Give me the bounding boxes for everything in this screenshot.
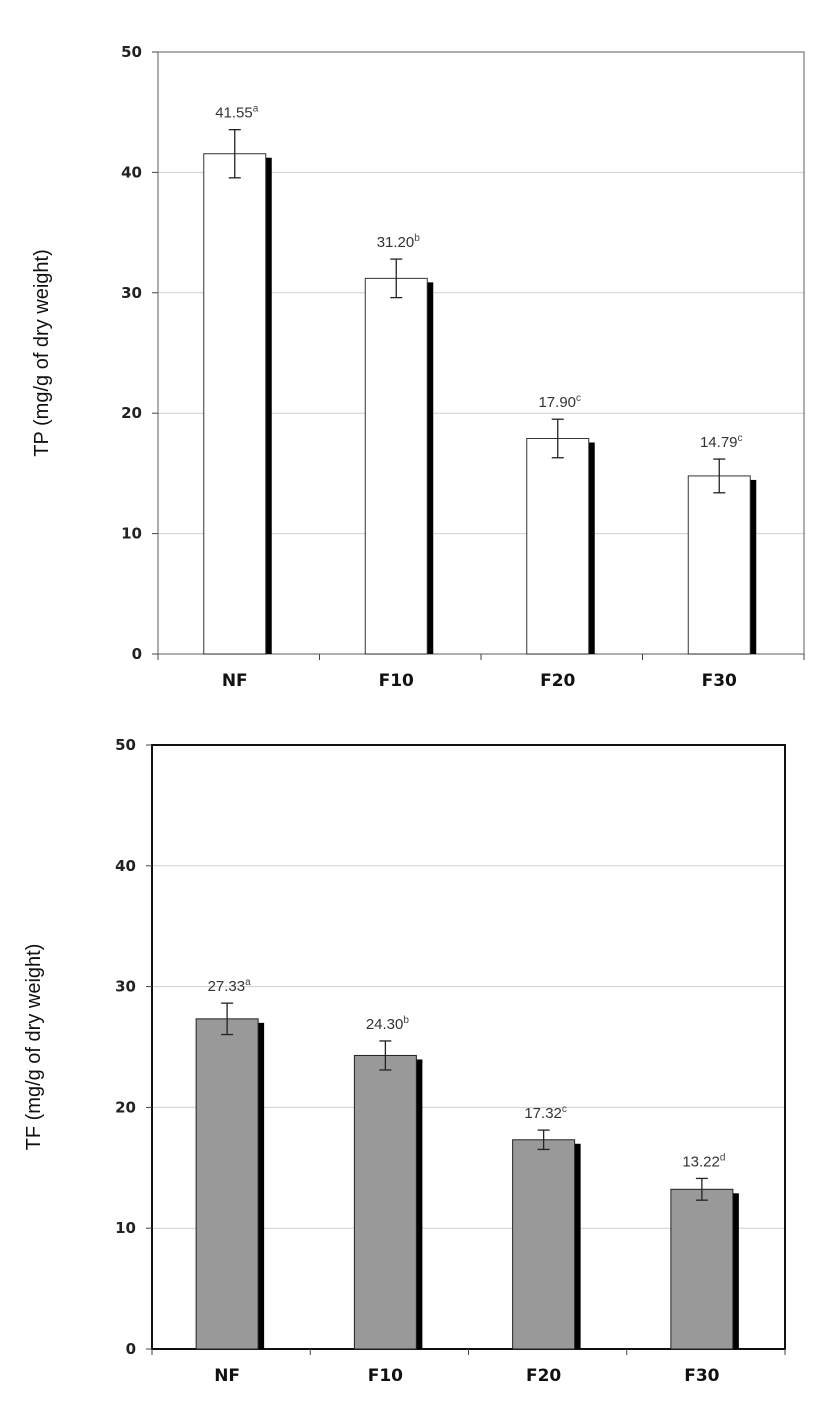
bar [364, 277, 428, 655]
bar-group-f30: 14.79c [687, 433, 757, 655]
y-tick-label: 50 [121, 43, 142, 61]
y-tick-label: 10 [121, 525, 142, 543]
y-tick-label: 0 [132, 645, 142, 663]
bar-group-f20: 17.90c [526, 393, 595, 655]
data-label: 24.30b [366, 1015, 410, 1033]
bar [526, 437, 590, 655]
y-tick-label: 20 [121, 404, 142, 422]
y-tick-label: 40 [121, 163, 142, 181]
data-label: 14.79c [700, 433, 743, 451]
data-label: 41.55a [215, 104, 259, 122]
x-tick-label: F20 [526, 1366, 561, 1386]
data-label: 17.32c [524, 1104, 567, 1122]
x-axis-ticks: NF F10 F20 F30 [157, 654, 805, 691]
bar [203, 153, 267, 655]
bar-shadow [258, 1022, 265, 1349]
bar-shadow [750, 479, 757, 654]
x-tick-label: F10 [379, 671, 414, 691]
bar-shadow [265, 157, 272, 654]
bar-shadow [416, 1059, 423, 1349]
bar [353, 1054, 417, 1350]
y-tick-label: 30 [121, 284, 142, 302]
data-label: 27.33a [208, 977, 252, 995]
x-tick-label: F20 [540, 671, 575, 691]
data-label: 17.90c [538, 393, 581, 411]
bar-group-f30: 13.22d [670, 1152, 739, 1350]
bars: 41.55a 31.20b 17.90c 14.79c [203, 104, 757, 655]
x-axis-ticks: NF F10 F20 F30 [151, 1349, 786, 1386]
bar-group-f10: 24.30b [353, 1015, 423, 1350]
y-axis-label: TP (mg/g of dry weight) [31, 249, 53, 456]
x-tick-label: NF [222, 671, 248, 691]
tp-chart: 41.55a 31.20b 17.90c 14.79c 0 10 20 30 40 50 NF F… [31, 43, 805, 691]
bar-shadow [588, 442, 595, 654]
bar-group-f10: 31.20b [364, 233, 434, 655]
y-tick-label: 10 [115, 1219, 136, 1237]
bar [687, 475, 751, 655]
y-tick-label: 30 [115, 978, 136, 996]
y-axis-ticks: 0 10 20 30 40 50 [121, 43, 158, 663]
x-tick-label: F10 [368, 1366, 403, 1386]
y-tick-label: 0 [126, 1340, 136, 1358]
y-axis-ticks: 0 10 20 30 40 50 [115, 736, 152, 1358]
y-tick-label: 50 [115, 736, 136, 754]
bar-shadow [427, 282, 434, 654]
bar [670, 1188, 734, 1350]
bar-shadow [574, 1143, 581, 1349]
bar-group-nf: 41.55a [203, 104, 272, 655]
tf-chart: 27.33a 24.30b 17.32c 13.22d 0 10 20 30 40 50 NF F… [23, 736, 786, 1386]
bars: 27.33a 24.30b 17.32c 13.22d [195, 977, 739, 1350]
x-tick-label: F30 [702, 671, 737, 691]
bar-shadow [732, 1193, 739, 1349]
y-tick-label: 40 [115, 857, 136, 875]
bar [512, 1139, 576, 1350]
bar [195, 1018, 259, 1350]
x-tick-label: NF [214, 1366, 240, 1386]
y-axis-label: TF (mg/g of dry weight) [23, 944, 45, 1151]
data-label: 31.20b [377, 233, 421, 251]
y-tick-label: 20 [115, 1098, 136, 1116]
x-tick-label: F30 [684, 1366, 719, 1386]
data-label: 13.22d [682, 1152, 725, 1170]
bar-group-f20: 17.32c [512, 1104, 581, 1350]
bar-group-nf: 27.33a [195, 977, 265, 1350]
